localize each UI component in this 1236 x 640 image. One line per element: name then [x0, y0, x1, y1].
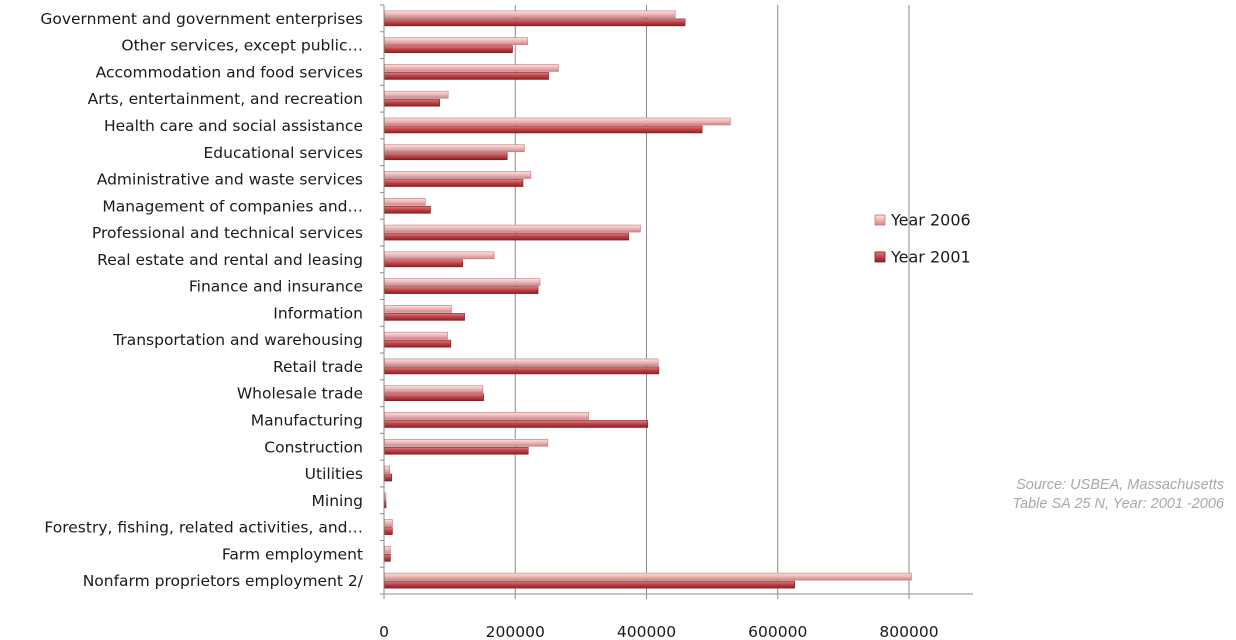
bar-year-2001-21	[384, 580, 795, 589]
bar-year-2001-19	[384, 527, 393, 535]
bar-year-2001-12	[384, 339, 452, 348]
bar-year-2001-16	[384, 446, 529, 455]
category-label-19: Forestry, fishing, related activities, a…	[44, 519, 363, 537]
bar-year-2006-8	[384, 224, 641, 233]
bar-year-2001-13	[384, 366, 660, 375]
category-label-20: Farm employment	[222, 545, 363, 563]
bar-year-2001-7	[384, 205, 431, 214]
category-label-12: Transportation and warehousing	[112, 331, 363, 349]
bar-year-2006-12	[384, 331, 448, 340]
category-label-7: Management of companies and…	[102, 197, 363, 215]
bar-year-2006-10	[384, 278, 541, 286]
legend-swatch-1	[874, 251, 886, 263]
bar-year-2001-6	[384, 179, 524, 187]
legend: Year 2006 Year 2001	[874, 211, 971, 267]
bar-year-2001-1	[384, 45, 513, 53]
bar-year-2006-19	[384, 519, 393, 527]
category-label-5: Educational services	[204, 144, 364, 162]
gridlines	[514, 5, 910, 594]
bar-year-2006-6	[384, 171, 532, 179]
bar-year-2006-16	[384, 438, 549, 447]
x-tick-label-0: 0	[379, 623, 389, 640]
category-label-11: Information	[273, 304, 363, 322]
category-label-1: Other services, except public…	[121, 37, 363, 55]
bar-year-2001-5	[384, 152, 508, 161]
bar-year-2001-8	[384, 232, 629, 241]
bar-year-2001-3	[384, 98, 440, 107]
bar-year-2006-7	[384, 197, 426, 206]
bar-year-2001-17	[384, 473, 393, 482]
category-label-10: Finance and insurance	[189, 278, 363, 296]
bar-year-2001-4	[384, 125, 703, 134]
category-label-18: Mining	[312, 492, 363, 510]
bar-year-2006-5	[384, 144, 525, 153]
category-label-21: Nonfarm proprietors employment 2/	[83, 572, 364, 590]
category-label-9: Real estate and rental and leasing	[97, 251, 363, 269]
bar-year-2001-2	[384, 72, 549, 80]
bar-year-2001-10	[384, 286, 539, 294]
axes	[380, 4, 973, 599]
x-tick-label-3: 600000	[748, 623, 807, 640]
bar-year-2006-15	[384, 412, 589, 420]
bar-year-2001-15	[384, 420, 648, 428]
bar-year-2001-11	[384, 313, 465, 321]
category-label-14: Wholesale trade	[237, 385, 363, 403]
bar-year-2006-14	[384, 385, 484, 394]
bar-year-2001-14	[384, 393, 484, 402]
source-note: Source: USBEA, Massachusetts Table SA 25…	[1013, 476, 1224, 514]
bar-year-2006-21	[384, 572, 912, 581]
category-label-15: Manufacturing	[251, 411, 363, 429]
category-label-13: Retail trade	[273, 358, 363, 376]
legend-label-1: Year 2001	[890, 248, 971, 267]
x-tick-label-4: 800000	[879, 623, 938, 640]
bar-year-2006-2	[384, 64, 559, 72]
category-label-2: Accommodation and food services	[96, 63, 363, 81]
bar-year-2006-9	[384, 251, 495, 260]
category-label-4: Health care and social assistance	[104, 117, 363, 135]
bar-year-2001-20	[384, 554, 391, 562]
bar-year-2006-1	[384, 37, 528, 45]
x-tick-label-2: 400000	[617, 623, 676, 640]
category-label-3: Arts, entertainment, and recreation	[88, 90, 363, 108]
category-labels: Government and government enterprises Oth…	[40, 10, 363, 590]
legend-swatch-0	[874, 214, 886, 226]
bar-year-2006-4	[384, 117, 731, 126]
bar-year-2006-13	[384, 358, 659, 367]
x-tick-label-1: 200000	[486, 623, 545, 640]
bar-year-2001-18	[384, 500, 387, 509]
x-tick-labels: 0 200000 400000 600000 800000	[379, 623, 939, 640]
bar-year-2001-0	[384, 18, 686, 27]
bars	[384, 10, 912, 589]
bar-year-2006-20	[384, 546, 391, 554]
source-line-1: Source: USBEA, Massachusetts	[1016, 477, 1224, 493]
bar-year-2006-3	[384, 90, 449, 99]
bar-year-2006-17	[384, 465, 391, 474]
source-line-2: Table SA 25 N, Year: 2001 -2006	[1012, 496, 1224, 512]
bar-year-2006-18	[384, 492, 387, 501]
bar-year-2006-0	[384, 10, 676, 19]
bar-year-2006-11	[384, 305, 452, 313]
legend-label-0: Year 2006	[890, 211, 971, 230]
category-label-17: Utilities	[305, 465, 363, 483]
category-label-8: Professional and technical services	[92, 224, 363, 242]
bar-year-2001-9	[384, 259, 463, 268]
category-label-0: Government and government enterprises	[40, 10, 363, 28]
category-label-6: Administrative and waste services	[97, 171, 363, 189]
category-label-16: Construction	[264, 438, 363, 456]
